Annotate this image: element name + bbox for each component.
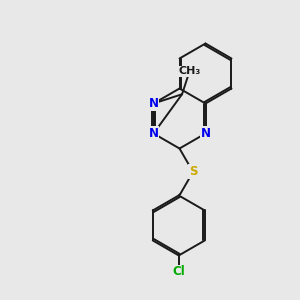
Text: CH₃: CH₃ (178, 66, 201, 76)
Text: S: S (189, 165, 197, 178)
Text: N: N (148, 97, 158, 110)
Text: Cl: Cl (172, 266, 185, 278)
Text: N: N (148, 127, 158, 140)
Text: N: N (148, 127, 158, 140)
Text: N: N (200, 127, 211, 140)
